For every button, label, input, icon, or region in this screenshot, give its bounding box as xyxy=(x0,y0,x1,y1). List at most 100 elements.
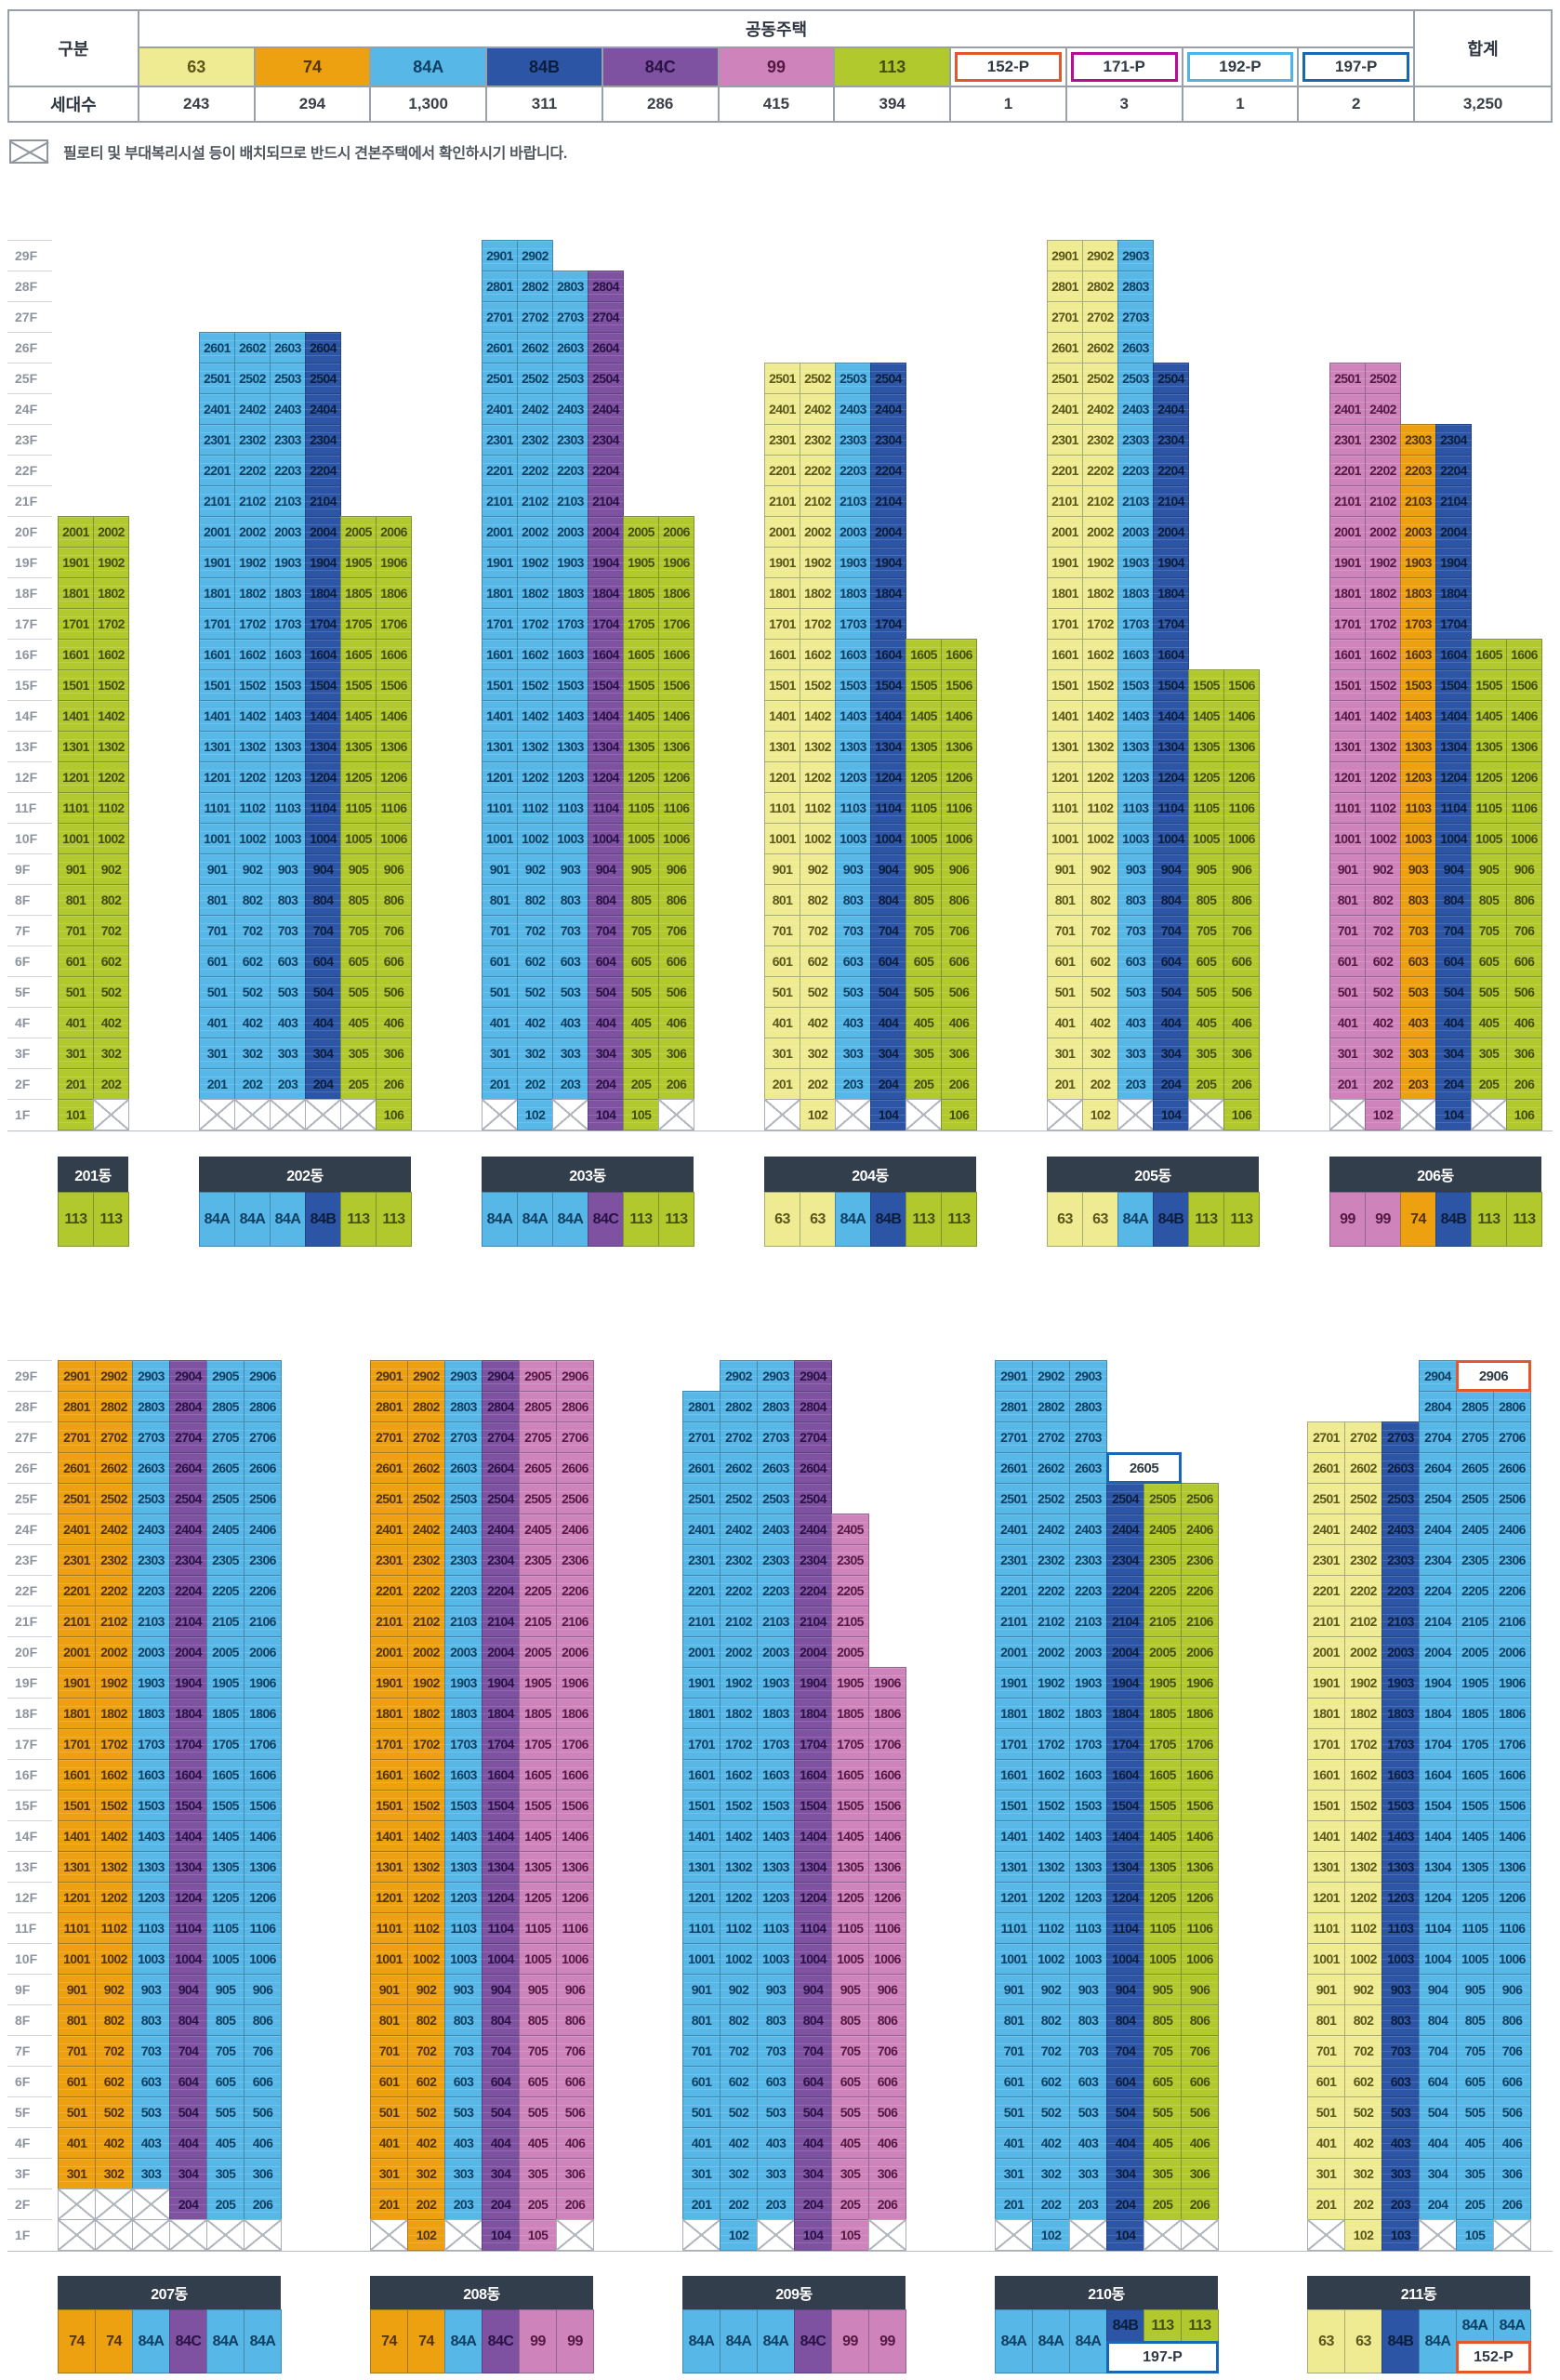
unit-cell: 1401 xyxy=(1307,1820,1345,1852)
unit-cell: 1105 xyxy=(519,1912,557,1944)
unit-cell: 605 xyxy=(340,945,377,977)
unit-cell: 805 xyxy=(623,884,659,916)
unit-cell: 2101 xyxy=(1329,485,1366,517)
unit-cell: 706 xyxy=(244,2035,282,2067)
unit-cell: 1104 xyxy=(1435,792,1472,824)
unit-cell: 2802 xyxy=(1032,1391,1070,1422)
unit-cell: 1001 xyxy=(482,823,518,854)
floor-label-20f: 20F xyxy=(7,516,52,547)
unit-cell: 1202 xyxy=(407,1882,445,1913)
unit-cell: 2801 xyxy=(1047,271,1083,302)
unit-cell: 2201 xyxy=(58,1575,96,1606)
unit-cell: 2003 xyxy=(1382,1636,1420,1668)
floor-label-25f: 25F xyxy=(7,363,52,393)
unit-cell: 706 xyxy=(868,2035,906,2067)
unit-cell: 2306 xyxy=(1181,1544,1219,1576)
unit-cell: 203 xyxy=(270,1068,306,1100)
unit-cell: 702 xyxy=(95,2035,133,2067)
unit-cell: 1005 xyxy=(206,1943,245,1975)
unit-cell: 1802 xyxy=(93,577,129,609)
unit-cell: 2105 xyxy=(1144,1606,1182,1637)
building-name-bar: 204동 xyxy=(764,1157,976,1192)
unit-cell: 2302 xyxy=(407,1544,445,1576)
unit-cell: 2403 xyxy=(757,1514,795,1545)
legend-type-74: 74 xyxy=(254,47,371,86)
unit-cell: 1206 xyxy=(658,761,694,793)
unit-cell: 502 xyxy=(1344,2096,1382,2128)
unit-cell: 701 xyxy=(370,2035,408,2067)
unit-cell: 2101 xyxy=(482,485,518,517)
unit-cell: 1903 xyxy=(270,547,306,578)
unit-cell: 1106 xyxy=(376,792,412,824)
unit-cell: 1801 xyxy=(995,1698,1033,1729)
unit-type-cell: 63 xyxy=(1307,2309,1345,2373)
unit-cell: 2304 xyxy=(482,1544,520,1576)
unit-cell: 202 xyxy=(93,1068,129,1100)
floor-label-8f: 8F xyxy=(7,884,52,915)
unit-cell: 205 xyxy=(1188,1068,1224,1100)
unit-cell: 205 xyxy=(623,1068,659,1100)
unit-cell: 705 xyxy=(1471,915,1507,946)
unit-cell: 704 xyxy=(1435,915,1472,946)
unit-cell: 304 xyxy=(870,1038,906,1069)
unit-cell: 802 xyxy=(1032,2004,1070,2036)
unit-cell: 2102 xyxy=(1032,1606,1070,1637)
unit-cell: 2703 xyxy=(552,301,588,333)
unit-cell: 102 xyxy=(720,2219,758,2251)
unit-cell: 2706 xyxy=(244,1421,282,1453)
unit-cell: 802 xyxy=(95,2004,133,2036)
pilotis-cell xyxy=(1471,1099,1507,1130)
unit-cell: 2103 xyxy=(444,1606,483,1637)
unit-cell: 902 xyxy=(720,1974,758,2005)
unit-cell: 1304 xyxy=(1435,731,1472,762)
unit-cell: 703 xyxy=(1117,915,1154,946)
unit-cell: 2002 xyxy=(1032,1636,1070,1668)
unit-cell: 905 xyxy=(519,1974,557,2005)
unit-cell: 505 xyxy=(831,2096,869,2128)
unit-cell: 1405 xyxy=(1471,700,1507,732)
unit-cell: 2404 xyxy=(1153,393,1189,425)
unit-cell: 1302 xyxy=(800,731,836,762)
unit-cell: 1002 xyxy=(234,823,271,854)
unit-cell: 1302 xyxy=(407,1851,445,1883)
unit-cell: 1202 xyxy=(800,761,836,793)
unit-cell: 2602 xyxy=(407,1452,445,1484)
unit-cell: 306 xyxy=(941,1038,977,1069)
unit-cell: 606 xyxy=(1506,945,1542,977)
unit-cell: 804 xyxy=(794,2004,832,2036)
unit-cell: 904 xyxy=(305,853,341,885)
unit-cell: 2202 xyxy=(1365,455,1401,486)
unit-cell: 1906 xyxy=(658,547,694,578)
unit-cell: 2302 xyxy=(1344,1544,1382,1576)
legend-type-box-152-P: 152-P xyxy=(955,52,1062,82)
unit-cell: 1502 xyxy=(1032,1790,1070,1821)
unit-cell: 1701 xyxy=(58,608,94,640)
unit-cell: 2501 xyxy=(482,363,518,394)
unit-cell: 1503 xyxy=(1382,1790,1420,1821)
unit-cell: 306 xyxy=(1223,1038,1260,1069)
unit-cell: 906 xyxy=(1223,853,1260,885)
unit-cell: 901 xyxy=(482,853,518,885)
unit-cell: 1802 xyxy=(95,1698,133,1729)
unit-cell: 1305 xyxy=(1144,1851,1182,1883)
pilotis-cell xyxy=(906,1099,942,1130)
unit-cell: 903 xyxy=(757,1974,795,2005)
legend-type-171-P: 171-P xyxy=(1065,47,1183,86)
unit-cell: 501 xyxy=(1047,976,1083,1008)
unit-cell: 2405 xyxy=(1456,1514,1494,1545)
unit-cell: 1604 xyxy=(1106,1759,1144,1791)
unit-cell: 602 xyxy=(95,2066,133,2097)
unit-cell: 1903 xyxy=(552,547,588,578)
unit-cell: 2602 xyxy=(234,332,271,364)
unit-cell: 202 xyxy=(517,1068,553,1100)
unit-cell: 2506 xyxy=(244,1483,282,1514)
unit-cell: 1704 xyxy=(305,608,341,640)
unit-cell: 405 xyxy=(340,1007,377,1038)
unit-cell: 2601 xyxy=(199,332,235,364)
unit-cell: 1204 xyxy=(588,761,624,793)
unit-cell: 1505 xyxy=(1471,669,1507,701)
unit-cell: 204 xyxy=(1435,1068,1472,1100)
unit-cell: 905 xyxy=(1471,853,1507,885)
unit-cell: 2202 xyxy=(517,455,553,486)
unit-cell: 402 xyxy=(720,2127,758,2159)
